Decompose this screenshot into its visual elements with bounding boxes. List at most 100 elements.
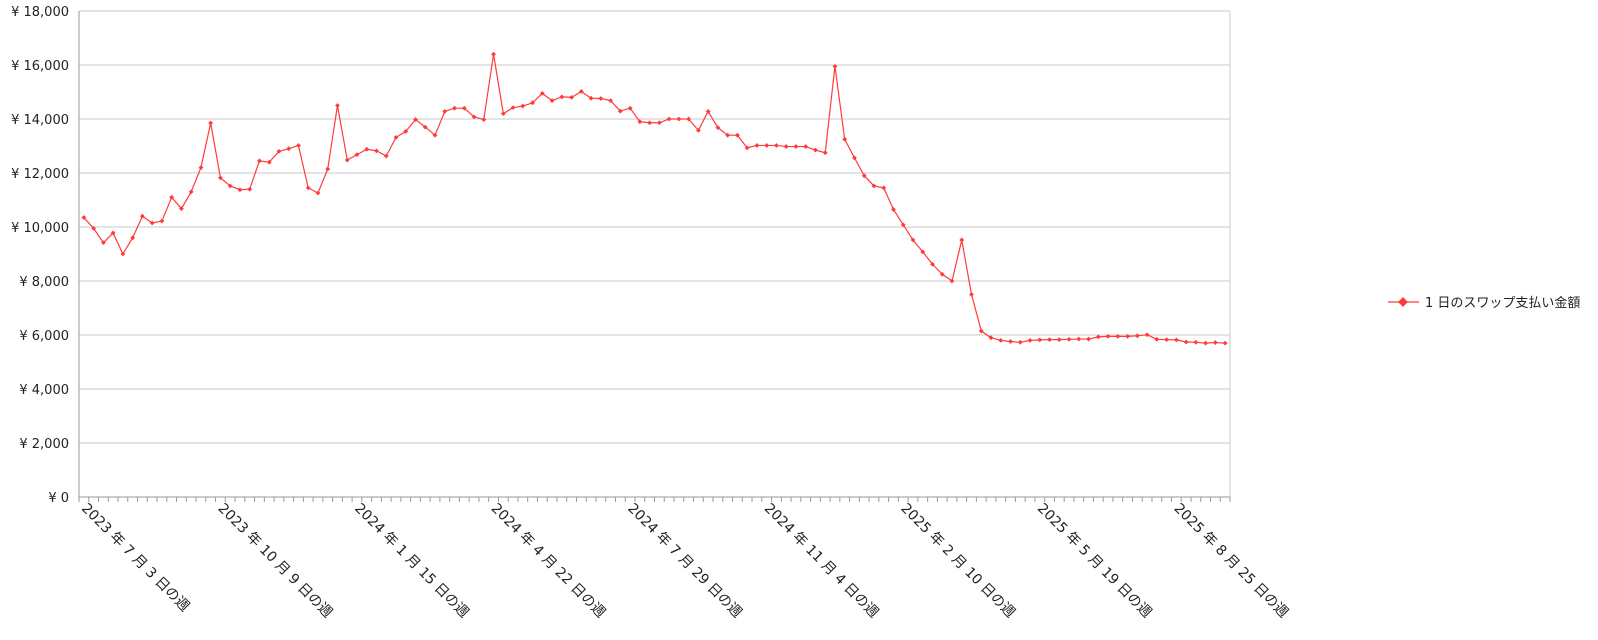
data-point (227, 183, 233, 189)
data-point (617, 108, 623, 114)
data-point (744, 145, 750, 151)
data-point (81, 215, 87, 220)
data-point (686, 116, 692, 122)
y-tick-label: ¥ 12,000 (11, 167, 69, 182)
data-point (998, 338, 1004, 343)
data-point (1076, 336, 1082, 342)
data-point (461, 105, 467, 111)
data-point (676, 116, 682, 122)
data-point (891, 207, 896, 212)
x-tick-label: 2024 年 4 月 22 日の週 (488, 501, 609, 622)
data-point (169, 194, 175, 200)
data-point (1183, 339, 1189, 345)
x-tick-label: 2024 年 11 月 4 日の週 (761, 501, 882, 622)
data-point (1037, 337, 1043, 343)
data-point (247, 186, 253, 192)
data-point (871, 183, 877, 189)
data-point (218, 175, 223, 181)
data-point (978, 328, 984, 334)
data-point (1027, 338, 1033, 343)
data-point (793, 144, 799, 149)
data-point (715, 125, 721, 131)
y-tick-label: ¥ 8,000 (19, 275, 69, 290)
data-point (656, 120, 662, 126)
y-tick-label: ¥ 16,000 (11, 59, 69, 74)
data-point (1212, 340, 1218, 345)
data-point (1134, 333, 1140, 339)
data-point (832, 63, 838, 69)
data-point (500, 111, 506, 116)
data-point (159, 218, 165, 224)
legend-marker-icon (1398, 297, 1408, 307)
data-point (354, 152, 360, 158)
data-point (344, 157, 350, 163)
data-point (120, 251, 126, 257)
data-point (413, 117, 418, 122)
data-point (1193, 339, 1199, 345)
series-line (83, 53, 1226, 344)
x-tick-label: 2023 年 10 月 9 日の週 (215, 501, 336, 622)
data-point (1047, 337, 1052, 342)
data-point (100, 240, 106, 246)
y-tick-label: ¥ 0 (48, 491, 69, 506)
data-point (861, 173, 867, 179)
data-point (335, 103, 340, 108)
data-point (403, 129, 409, 134)
data-point (822, 150, 828, 156)
data-point (257, 158, 262, 164)
data-point (208, 120, 214, 126)
data-point (949, 278, 955, 284)
y-tick-label: ¥ 4,000 (19, 383, 69, 398)
data-point (1144, 332, 1150, 338)
data-point (1056, 337, 1062, 342)
series-group (81, 51, 1228, 346)
data-point (1066, 336, 1072, 342)
data-point (764, 143, 770, 148)
data-point (1222, 340, 1228, 346)
data-point (988, 335, 994, 341)
x-tick-label: 2023 年 7 月 3 日の週 (78, 501, 192, 615)
data-point (315, 190, 321, 196)
data-point (910, 237, 916, 243)
data-point (266, 159, 272, 165)
data-point (813, 147, 818, 153)
data-point (91, 225, 97, 231)
x-tick-label: 2024 年 1 月 15 日の週 (351, 501, 472, 622)
x-tick-label: 2025 年 8 月 25 日の週 (1171, 501, 1292, 622)
data-point (588, 95, 594, 101)
data-point (452, 105, 457, 111)
gridlines (79, 10, 1230, 444)
data-point (422, 124, 428, 130)
data-point (930, 261, 935, 267)
data-point (140, 213, 145, 219)
data-point (1017, 339, 1023, 345)
data-point (520, 103, 526, 109)
data-point (296, 143, 301, 148)
axes (78, 11, 1231, 502)
x-tick-label: 2025 年 5 月 19 日の週 (1034, 501, 1155, 622)
data-point (1154, 336, 1160, 342)
data-point (198, 165, 204, 170)
data-point (549, 98, 555, 104)
data-point (598, 96, 604, 101)
data-point (1086, 336, 1091, 342)
data-point (530, 100, 535, 106)
x-tick-label: 2024 年 7 月 29 日の週 (624, 501, 745, 622)
data-point (1008, 339, 1013, 344)
data-point (510, 105, 516, 111)
data-point (774, 143, 779, 148)
data-point (559, 94, 565, 100)
y-axis-tick-labels: ¥ 0 ¥ 2,000 ¥ 4,000 ¥ 6,000 ¥ 8,000 ¥ 10,000 ¥… (11, 5, 69, 506)
data-point (1115, 333, 1121, 339)
data-point (305, 185, 311, 191)
data-point (735, 132, 740, 138)
data-point (578, 89, 584, 94)
data-point (491, 51, 496, 57)
data-point (325, 166, 331, 172)
data-point (276, 149, 282, 154)
data-point (188, 189, 194, 195)
data-point (149, 220, 155, 226)
data-point (647, 120, 653, 126)
data-point (432, 132, 438, 138)
